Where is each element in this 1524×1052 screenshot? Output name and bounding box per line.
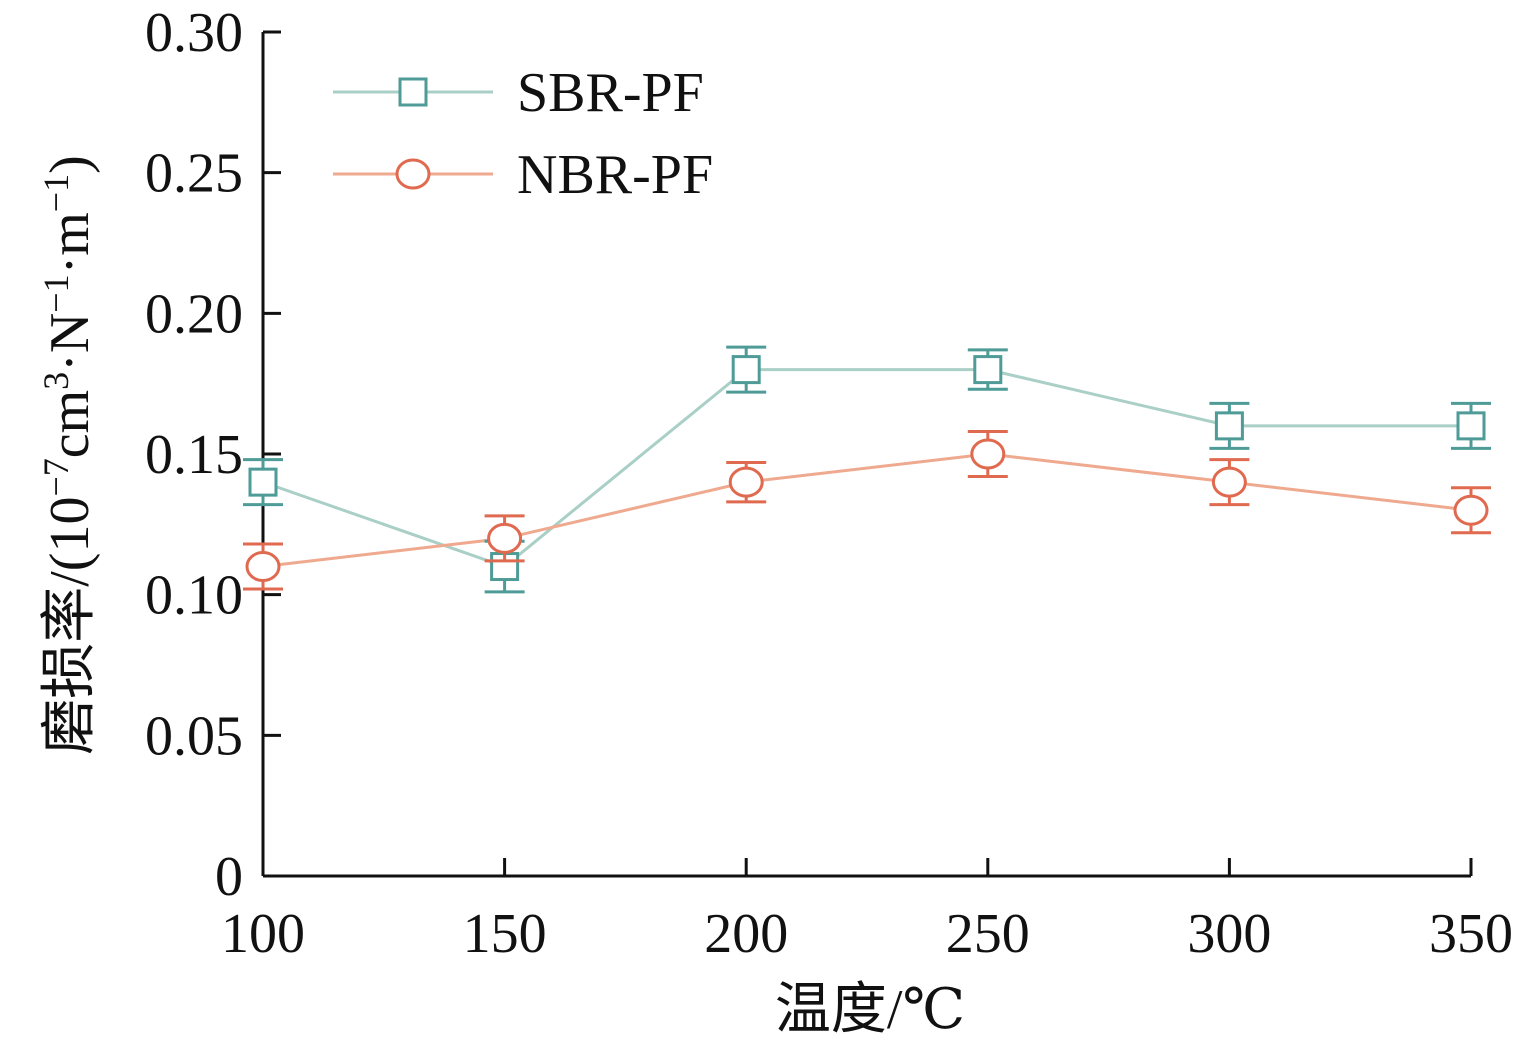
y-title-sup1: −7 [36, 458, 76, 496]
y-title-sup4: −1 [36, 174, 76, 212]
axes: 0 0.05 0.10 0.15 0.20 0.25 0.30 100 150 200 250 300… [145, 2, 1513, 965]
data-point-square [1456, 411, 1486, 441]
series-markers-nbr-pf [243, 429, 1491, 591]
y-title-unit3: ·m [39, 212, 101, 274]
legend-circle-icon [395, 158, 431, 190]
series-layer [243, 345, 1491, 594]
data-point-square [1214, 411, 1244, 441]
series-sbr-pf [262, 368, 1471, 569]
data-point-circle [245, 551, 281, 583]
x-tick-label: 150 [463, 903, 547, 965]
series-nbr-pf [262, 452, 1472, 569]
x-tick-label: 300 [1187, 903, 1271, 965]
legend-label: SBR-PF [517, 62, 704, 124]
y-title-suffix: ) [39, 155, 101, 174]
x-tick-label: 350 [1429, 903, 1513, 965]
series-line [262, 452, 1472, 569]
data-point-circle [487, 522, 523, 554]
y-tick-label: 0.10 [145, 565, 243, 627]
y-tick-label: 0.25 [145, 143, 243, 205]
series-line [262, 368, 1471, 569]
legend-item-nbr-pf: NBR-PF [333, 144, 713, 206]
y-tick-label: 0.15 [145, 424, 243, 486]
data-point-square [248, 467, 278, 497]
x-tick-label: 200 [704, 903, 788, 965]
data-point-circle [1211, 466, 1247, 498]
y-axis-title: 磨损率/(10−7cm3·N−1·m−1) [36, 155, 101, 755]
data-point-square [731, 355, 761, 385]
legend-label: NBR-PF [517, 144, 713, 206]
data-point-circle [728, 466, 764, 498]
data-point-circle [1453, 494, 1489, 526]
y-title-unit2: ·N [39, 313, 101, 372]
y-title-unit1: cm [39, 390, 101, 458]
legend-item-sbr-pf: SBR-PF [333, 62, 704, 124]
x-axis-title: 温度/℃ [775, 979, 965, 1041]
y-tick-label: 0.20 [145, 283, 243, 345]
y-tick-label: 0.30 [145, 2, 243, 64]
legend-square-icon [398, 77, 428, 107]
data-point-circle [970, 438, 1006, 470]
y-title-sup3: −1 [36, 274, 76, 312]
y-title-prefix: 磨损率/(10 [39, 497, 101, 755]
x-tick-label: 100 [221, 903, 305, 965]
legend: SBR-PF NBR-PF [333, 62, 713, 206]
y-title-sup2: 3 [36, 372, 76, 390]
y-tick-label: 0 [215, 846, 243, 908]
x-tick-label: 250 [946, 903, 1030, 965]
data-point-square [973, 355, 1003, 385]
y-tick-label: 0.05 [145, 705, 243, 767]
